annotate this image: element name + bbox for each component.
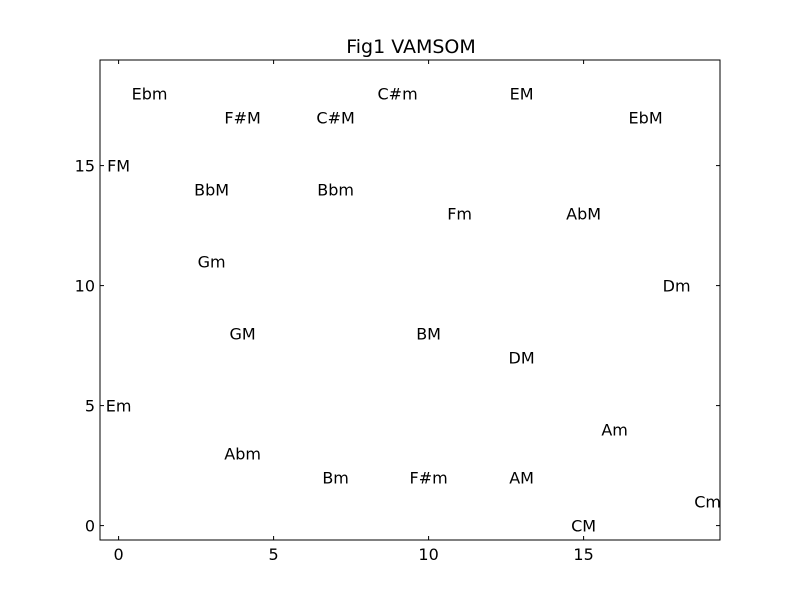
x-tick-label: 0 [114, 545, 124, 564]
point-label: Abm [224, 445, 261, 464]
point-label: Fm [447, 205, 472, 224]
point-label: BbM [194, 181, 229, 200]
point-label: CM [571, 517, 596, 536]
point-label: Ebm [132, 85, 168, 104]
x-tick-label: 10 [418, 545, 438, 564]
point-label: Am [601, 421, 628, 440]
point-label: AM [509, 469, 534, 488]
point-label: EbM [629, 109, 663, 128]
point-label: C#m [378, 85, 418, 104]
point-label: Em [106, 397, 132, 416]
point-label: DM [509, 349, 535, 368]
point-label: C#M [316, 109, 354, 128]
point-label: FM [107, 157, 130, 176]
y-tick-label: 10 [75, 277, 95, 296]
point-label: F#m [409, 469, 447, 488]
point-label: Gm [198, 253, 226, 272]
y-tick-label: 15 [75, 157, 95, 176]
x-tick-label: 15 [573, 545, 593, 564]
point-label: Dm [663, 277, 691, 296]
point-label: EM [510, 85, 534, 104]
y-tick-label: 5 [85, 397, 95, 416]
chart-title: Fig1 VAMSOM [346, 36, 476, 58]
x-tick-label: 5 [269, 545, 279, 564]
axis-ticks: 0 5 10 15 0 5 10 15 [75, 60, 720, 564]
point-label: Bm [322, 469, 349, 488]
point-label: GM [229, 325, 255, 344]
point-label: BM [416, 325, 441, 344]
point-labels: Ebm C#m EM F#M C#M EbM FM BbM Bbm Fm AbM Gm Dm GM BM DM… [106, 85, 721, 536]
plot-frame [99, 59, 721, 541]
point-label: AbM [566, 205, 601, 224]
point-label: F#M [224, 109, 260, 128]
point-label: Cm [694, 493, 721, 512]
point-label: Bbm [317, 181, 354, 200]
y-tick-label: 0 [85, 517, 95, 536]
